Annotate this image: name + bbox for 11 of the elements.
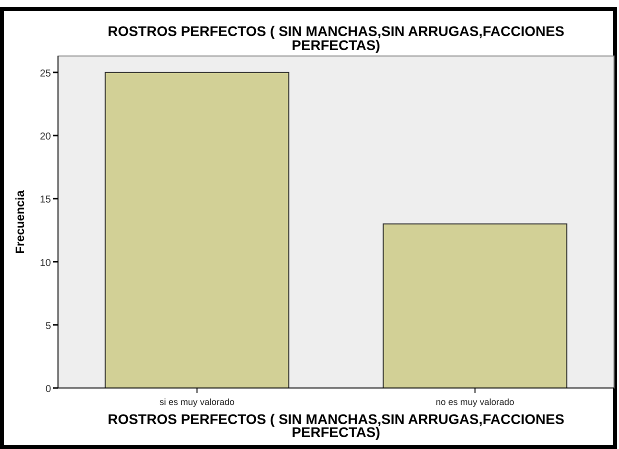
y-tick-label: 10: [40, 258, 52, 269]
y-axis-title: Frecuencia: [13, 190, 27, 254]
x-axis-title: ROSTROS PERFECTOS ( SIN MANCHAS,SIN ARRUGAS,FACCIONES PERFECTAS): [108, 411, 564, 440]
x-tick-label: no es muy valorado: [436, 397, 514, 407]
y-tick-label: 25: [40, 68, 52, 80]
chart-title: ROSTROS PERFECTOS ( SIN MANCHAS,SIN ARRUGAS,FACCIONES PERFECTAS): [108, 23, 564, 53]
x-tick-label: si es muy valorado: [159, 397, 235, 407]
y-tick-label: 20: [40, 132, 52, 143]
y-tick-label: 15: [40, 194, 52, 206]
y-tick-label: 0: [45, 384, 52, 395]
y-tick-label: 5: [45, 320, 52, 332]
